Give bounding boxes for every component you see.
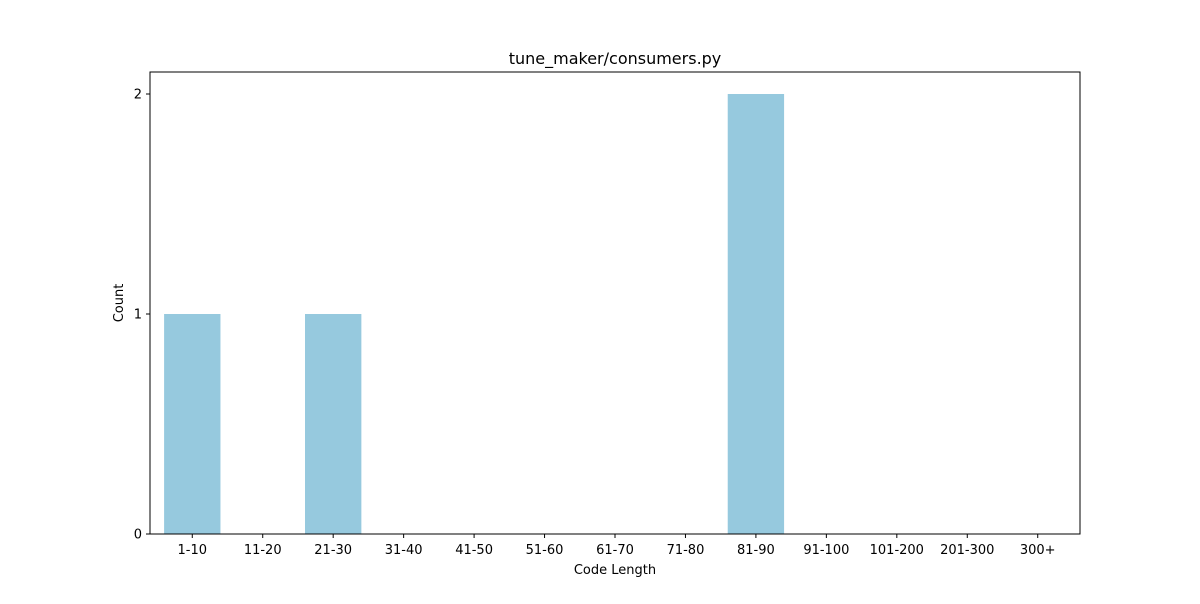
x-tick-label: 81-90 [737,543,775,558]
x-tick-label: 300+ [1020,543,1056,558]
x-tick-label: 1-10 [178,543,208,558]
y-tick-label: 1 [134,308,142,323]
x-tick-label: 41-50 [455,543,493,558]
plot-frame [149,71,1081,535]
y-axis: 0 1 2 [134,88,150,543]
bar-1-10 [164,314,221,534]
x-axis: 1-10 11-20 21-30 31-40 41-50 51-60 61-70 71-80 8… [178,534,1056,558]
bar-81-90 [727,94,785,534]
y-tick-label: 2 [134,88,142,103]
y-tick-label: 0 [134,528,142,543]
y-axis-label: Count [112,284,127,323]
x-tick-label: 201-300 [940,543,994,558]
x-tick-label: 11-20 [244,543,282,558]
x-tick-label: 51-60 [526,543,564,558]
x-tick-label: 31-40 [385,543,423,558]
bars-layer [164,94,785,534]
x-tick-label: 71-80 [667,543,705,558]
x-tick-label: 101-200 [870,543,924,558]
x-tick-label: 61-70 [596,543,634,558]
chart-title: tune_maker/consumers.py [509,49,722,69]
x-tick-label: 21-30 [314,543,352,558]
bar-21-30 [305,314,362,534]
x-tick-label: 91-100 [803,543,849,558]
x-axis-label: Code Length [574,563,656,578]
